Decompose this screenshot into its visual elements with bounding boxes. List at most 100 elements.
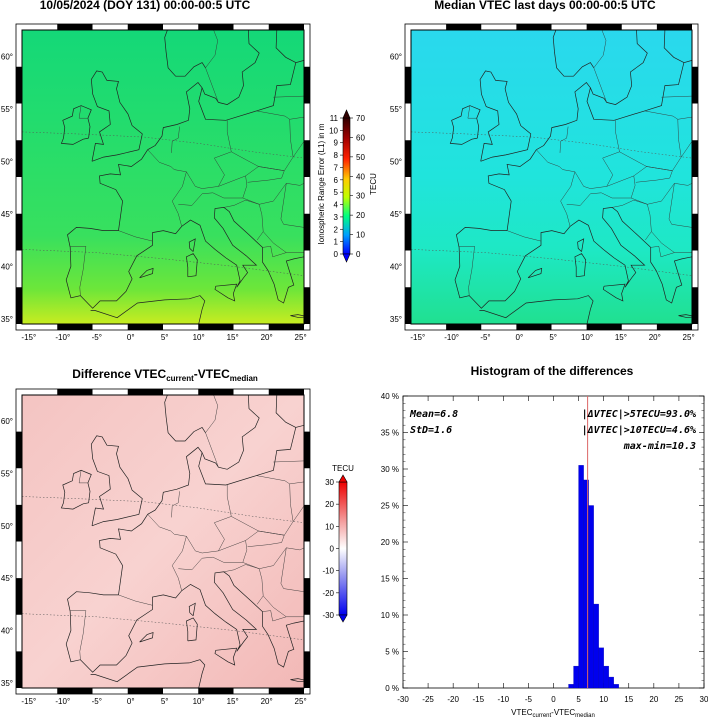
map-median-coastline-7 — [479, 295, 594, 324]
title-difference-mid: -VTEC — [194, 367, 230, 381]
map-difference-border-13 — [292, 505, 304, 522]
map-frames: -15° -10° -5° 0° 5° 10° 15° 20° 25°35°40°45°50°5… — [1, 23, 699, 706]
title-difference-prefix: Difference VTEC — [72, 367, 166, 381]
colorbar-tec-left-tick: 7 — [334, 163, 339, 172]
colorbar-tec-left-tick: 4 — [334, 201, 339, 210]
map-lon-tick: -15° — [21, 333, 36, 342]
map-frame-segment — [446, 324, 482, 330]
histogram-x-tick: 10 — [599, 695, 608, 704]
histogram-y-tick: 40 % — [381, 392, 399, 401]
map-lon-tick: -10° — [55, 697, 70, 706]
map-difference-coastline-8 — [186, 617, 198, 642]
map-difference-border-12 — [280, 547, 304, 592]
map-frame-segment — [57, 389, 93, 395]
map-current-border-13 — [292, 141, 304, 158]
histogram-x-tick: -25 — [422, 695, 434, 704]
map-current-coastline-7 — [90, 295, 206, 324]
colorbar-tec-right-tick: 40 — [356, 172, 365, 181]
map-difference-fill — [22, 395, 304, 688]
map-lon-tick: 25° — [295, 697, 307, 706]
map-frame-segment — [516, 24, 552, 30]
histogram-x-tick: -5 — [525, 695, 533, 704]
map-frame-segment — [198, 688, 234, 694]
map-lat-tick: 50° — [1, 157, 13, 166]
map-lat-tick: 55° — [1, 469, 13, 478]
map-lon-tick: 25° — [683, 333, 695, 342]
colorbar-tec-left-tick: 6 — [334, 176, 339, 185]
colorbar-tec-right-tick: 20 — [356, 211, 365, 220]
map-lon-tick: -5° — [92, 697, 102, 706]
histogram-x-ticks: -30 -25 -20 -15 -10 -5 0 5 10 15 20 25 30 — [397, 396, 708, 704]
map-lat-tick: 60° — [1, 52, 13, 61]
map-current-border-7 — [245, 166, 285, 183]
map-median-border-17 — [467, 105, 477, 119]
colorbar-tec-left-tick: 0 — [334, 250, 339, 259]
histogram-std: StD=1.6 — [410, 425, 452, 436]
colorbar-tec-left-label: Ionospheric Range Error (L1) in m — [317, 123, 326, 244]
title-median: Median VTEC last days 00:00-00:5 UTC — [434, 0, 656, 12]
map-lat-tick: 55° — [390, 105, 402, 114]
map-difference-coastline-9 — [188, 602, 196, 617]
map-median-border-10 — [651, 231, 692, 253]
map-frame-segment — [268, 688, 304, 694]
map-difference-border-3 — [171, 491, 180, 518]
colorbar-tec-right-tick: 60 — [356, 133, 365, 142]
histogram-xlabel-mid: -VTEC — [551, 708, 575, 717]
histogram-xlabel: VTECcurrent-VTECmedian — [511, 708, 595, 719]
histogram-gt5: |ΔVTEC|>5TECU=93.0% — [582, 409, 696, 420]
histogram-x-tick: 0 — [551, 695, 556, 704]
map-median-border-13 — [681, 141, 692, 158]
map-median-coastline-8 — [574, 253, 587, 278]
colorbar-tec-left-tick: 11 — [330, 114, 339, 123]
map-frame-segment — [405, 66, 411, 104]
map-current-coastline-6 — [164, 30, 206, 77]
colorbar-tec-right-tick: 70 — [356, 114, 365, 123]
map-frame-segment — [516, 324, 552, 330]
colorbar-tec-right-tick: 0 — [356, 250, 361, 259]
histogram-bar — [603, 665, 609, 689]
maps-layer — [22, 30, 692, 688]
histogram-y-tick: 35 % — [381, 429, 399, 438]
map-lon-tick: 5° — [549, 333, 557, 342]
map-lon-tick: 5° — [161, 333, 169, 342]
colorbar-difference-label: TECU — [332, 464, 354, 473]
map-median-border-14 — [677, 116, 692, 120]
map-frame-segment — [304, 140, 310, 177]
map-lat-tick: 50° — [1, 522, 13, 531]
map-current-geography — [22, 30, 304, 324]
map-frame-segment — [268, 389, 304, 395]
map-frame-segment — [304, 213, 310, 251]
map-current-border-10 — [263, 231, 304, 253]
histogram-x-tick: -30 — [397, 695, 409, 704]
map-lon-tick: -10° — [444, 333, 459, 342]
histogram-bar — [568, 684, 574, 689]
map-frame-segment — [304, 287, 310, 324]
map-median-border-12 — [668, 183, 692, 228]
map-frame-segment — [405, 213, 411, 251]
map-median-border-15 — [661, 95, 692, 98]
map-lon-tick: 15° — [615, 333, 627, 342]
map-lat-tick: 60° — [390, 52, 402, 61]
map-frame-segment — [127, 688, 163, 694]
map-lat-tick: 35° — [1, 679, 13, 688]
map-difference-border-16 — [205, 395, 219, 468]
map-lon-tick: 20° — [261, 333, 273, 342]
histogram-y-ticks: 0 % 5 % 10 % 15 % 20 % 25 % 30 % 35 % 40 % — [381, 392, 704, 693]
map-frame-segment — [304, 66, 310, 104]
histogram-mean: Mean=6.8 — [409, 409, 458, 420]
map-current-coastline-5 — [201, 30, 260, 105]
map-current-coastline-4 — [275, 30, 296, 63]
histogram-x-tick: 20 — [649, 695, 658, 704]
histogram-gt10: |ΔVTEC|>10TECU=4.6% — [582, 425, 696, 436]
map-lon-tick: 5° — [161, 697, 169, 706]
map-difference-border-17 — [78, 470, 88, 484]
map-frame-segment — [656, 324, 692, 330]
map-difference-border-14 — [289, 481, 304, 485]
map-frame-segment — [692, 66, 698, 104]
histogram-xlabel-sub1: current — [532, 713, 551, 719]
map-median-border-6 — [566, 175, 636, 206]
histogram-bar — [593, 603, 599, 689]
map-frame-segment — [16, 431, 22, 469]
colorbar-difference-tick: -30 — [322, 611, 334, 620]
map-current-border-0 — [118, 230, 153, 242]
